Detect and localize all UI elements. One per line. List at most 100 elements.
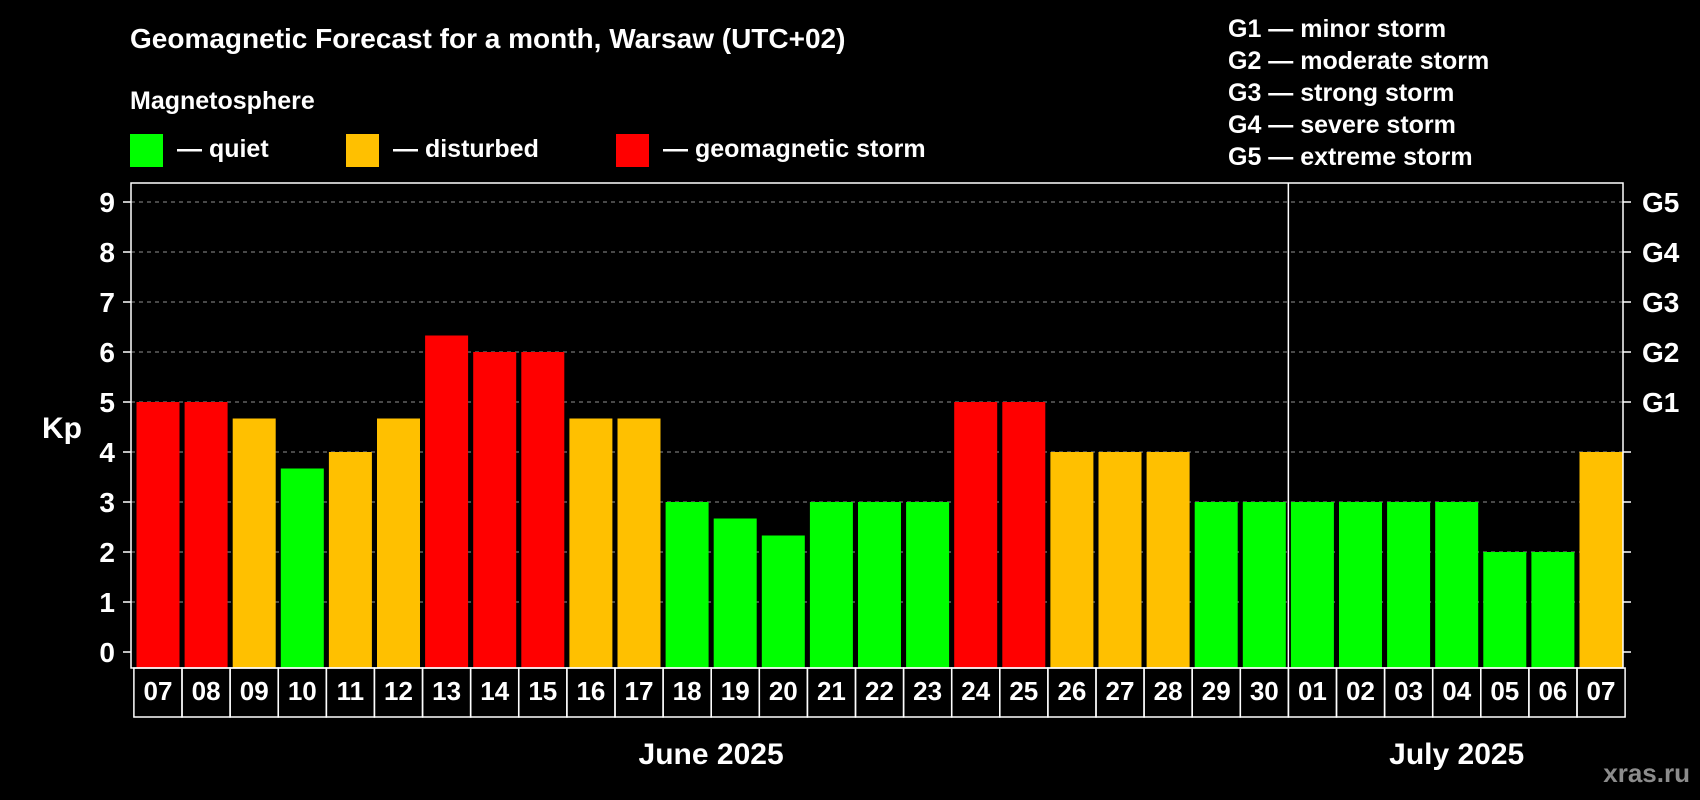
bar-disturbed — [1146, 452, 1190, 668]
x-tick-label: 01 — [1298, 676, 1327, 706]
bar-storm — [954, 402, 998, 668]
x-tick-label: 16 — [576, 676, 605, 706]
bar-quiet — [858, 502, 901, 668]
bar-quiet — [665, 502, 709, 668]
legend: — quiet — disturbed — geomagnetic storm — [130, 134, 926, 167]
x-tick-label: 09 — [240, 676, 269, 706]
bar-storm — [136, 402, 180, 668]
y-tick-label: 9 — [99, 187, 115, 218]
x-tick-box — [1576, 667, 1626, 718]
x-tick-label: 13 — [432, 676, 461, 706]
x-tick-label: 17 — [625, 676, 654, 706]
storm-scale-item: G2 — moderate storm — [1228, 47, 1489, 75]
chart-title: Geomagnetic Forecast for a month, Warsaw… — [130, 23, 845, 54]
bar-quiet — [1483, 552, 1527, 668]
x-tick-label: 08 — [192, 676, 221, 706]
x-tick-label: 27 — [1106, 676, 1135, 706]
x-tick-label: 14 — [480, 676, 509, 706]
legend-swatch-storm — [616, 134, 649, 167]
storm-level-axis: G1 G2 G3 G4 G5 — [1623, 187, 1680, 653]
legend-swatch-disturbed — [346, 134, 379, 167]
bar-disturbed — [617, 418, 661, 668]
storm-scale-item: G4 — severe storm — [1228, 111, 1456, 139]
bar-disturbed — [1050, 452, 1094, 668]
bar-quiet — [1339, 502, 1382, 668]
legend-label-quiet: — quiet — [177, 135, 269, 163]
storm-level-label: G5 — [1642, 187, 1679, 218]
y-tick-label: 1 — [99, 587, 115, 618]
bar-storm — [521, 352, 565, 668]
x-tick-label: 21 — [817, 676, 846, 706]
x-tick-label: 11 — [337, 676, 365, 706]
y-tick-label: 0 — [99, 637, 115, 668]
x-tick-label: 19 — [721, 676, 750, 706]
x-tick-label: 10 — [288, 676, 317, 706]
bar-storm — [184, 402, 228, 668]
legend-label-storm: — geomagnetic storm — [663, 135, 926, 163]
x-tick-label: 22 — [865, 676, 894, 706]
storm-level-label: G3 — [1642, 287, 1679, 318]
bar-quiet — [713, 518, 757, 668]
x-tick-label: 07 — [1587, 676, 1616, 706]
storm-scale-item: G5 — extreme storm — [1228, 143, 1473, 171]
y-tick-label: 4 — [99, 437, 115, 468]
x-tick-label: 24 — [961, 676, 990, 706]
x-tick-label: 02 — [1346, 676, 1375, 706]
bar-quiet — [906, 502, 950, 668]
x-tick-label: 04 — [1442, 676, 1471, 706]
legend-label-disturbed: — disturbed — [393, 135, 539, 163]
y-tick-label: 7 — [99, 287, 115, 318]
month-label: June 2025 — [639, 738, 784, 771]
y-tick-label: 5 — [99, 387, 115, 418]
x-tick-label: 30 — [1250, 676, 1279, 706]
storm-level-label: G2 — [1642, 337, 1679, 368]
bar-disturbed — [1579, 452, 1623, 668]
storm-level-label: G4 — [1642, 237, 1680, 268]
storm-scale-item: G1 — minor storm — [1228, 15, 1446, 43]
x-tick-label: 03 — [1394, 676, 1423, 706]
y-tick-label: 8 — [99, 237, 115, 268]
bars — [136, 183, 1623, 668]
bar-storm — [1002, 402, 1046, 668]
legend-heading: Magnetosphere — [130, 87, 315, 115]
x-tick-label: 15 — [528, 676, 557, 706]
storm-level-label: G1 — [1642, 387, 1679, 418]
bar-quiet — [1531, 552, 1575, 668]
y-axis-label: Kp — [42, 412, 82, 445]
bar-quiet — [761, 535, 805, 668]
bar-disturbed — [328, 452, 372, 668]
x-tick-label: 29 — [1202, 676, 1231, 706]
x-tick-label: 26 — [1057, 676, 1086, 706]
bar-disturbed — [377, 418, 420, 668]
bar-quiet — [1194, 502, 1238, 668]
y-axis: 0 1 2 3 4 5 6 7 8 9 — [99, 187, 131, 668]
month-labels: June 2025 July 2025 — [639, 738, 1525, 771]
bar-disturbed — [232, 418, 276, 668]
bar-storm — [425, 335, 469, 668]
watermark: xras.ru — [1603, 758, 1690, 788]
storm-scale-legend: G1 — minor storm G2 — moderate storm G3 — … — [1228, 15, 1489, 171]
storm-scale-item: G3 — strong storm — [1228, 79, 1454, 107]
x-tick-label: 05 — [1490, 676, 1519, 706]
bar-quiet — [280, 468, 324, 668]
month-label: July 2025 — [1389, 738, 1524, 771]
bar-disturbed — [1098, 452, 1142, 668]
y-tick-label: 3 — [99, 487, 115, 518]
x-tick-label: 28 — [1154, 676, 1183, 706]
bar-storm — [473, 352, 517, 668]
x-tick-label: 20 — [769, 676, 798, 706]
bar-quiet — [1387, 502, 1431, 668]
x-tick-label: 07 — [144, 676, 173, 706]
x-tick-label: 12 — [384, 676, 413, 706]
x-tick-label: 23 — [913, 676, 942, 706]
x-axis: 07 08 09 10 11 12 13 14 15 16 17 18 19 20 21 22 23 24 25 26… — [133, 667, 1626, 718]
x-tick-label: 25 — [1009, 676, 1038, 706]
y-tick-label: 6 — [99, 337, 115, 368]
x-tick-label: 18 — [673, 676, 702, 706]
legend-swatch-quiet — [130, 134, 163, 167]
bar-quiet — [809, 502, 853, 668]
bar-quiet — [1290, 502, 1334, 668]
y-tick-label: 2 — [99, 537, 115, 568]
bar-quiet — [1242, 502, 1286, 668]
